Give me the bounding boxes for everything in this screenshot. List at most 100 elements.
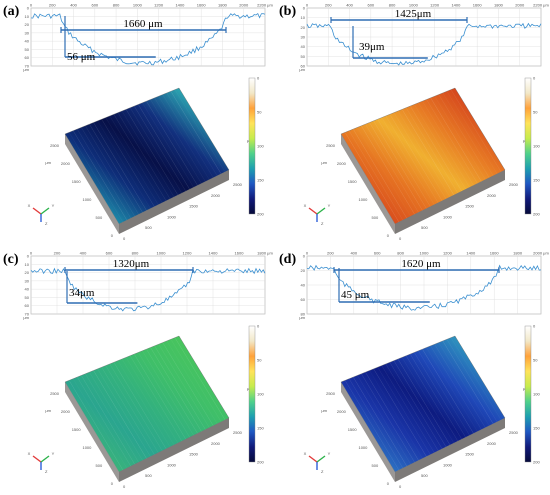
colorbar-tick-label: 50	[533, 110, 538, 115]
x-tick-label: 600	[91, 3, 98, 8]
surface-3d-view: 0500100015002000250005001000150020002500…	[321, 76, 540, 242]
triad-axis-x	[308, 207, 318, 215]
slab-side-front	[119, 170, 229, 234]
surface-3d-view: 0500100015002000250005001000150020002500…	[45, 76, 264, 242]
colorbar-tick-label: 100	[533, 392, 540, 397]
surface-tick-label: 500	[145, 225, 152, 230]
x-tick-label: 400	[70, 3, 77, 8]
triad-axis-y	[316, 207, 326, 215]
surface-texture-line	[89, 124, 143, 213]
colorbar-tick-label: 150	[257, 426, 264, 431]
surface-texture-line	[134, 105, 186, 192]
width-label: 1620 μm	[401, 258, 441, 270]
surface-texture-line	[174, 89, 226, 173]
colorbar-tick-label: 200	[257, 212, 264, 217]
surface-texture-line	[154, 97, 206, 182]
surface-unit-label: μm	[45, 408, 51, 413]
surface-texture-line	[389, 114, 443, 201]
surface-tick-label: 1500	[348, 427, 358, 432]
slab-top-surface	[64, 87, 230, 225]
surface-tick-label: 2500	[509, 430, 519, 435]
x-tick-label: 800	[132, 251, 139, 256]
surface-tick-label: 0	[387, 481, 390, 486]
surface-tick-label: 500	[96, 215, 103, 220]
surface-tick-label: 0	[111, 233, 114, 238]
measurement-annotation: 1620 μm 45 μm	[333, 258, 500, 303]
profile-line	[306, 264, 542, 311]
x-tick-label: 1200	[154, 3, 164, 8]
surface-texture-line	[344, 380, 400, 471]
x-tick-label: 2200 μm	[533, 3, 549, 8]
surface-texture-line	[166, 340, 218, 424]
profile-plot-area	[30, 255, 266, 315]
surface-texture-line	[438, 94, 490, 178]
x-tick-label: 1600	[490, 251, 500, 256]
x-tick-label: 1400	[466, 251, 476, 256]
surface-texture-line	[438, 342, 490, 426]
surface-tick-label: 0	[387, 233, 390, 238]
triad-axis-x	[32, 455, 42, 463]
surface-texture-line	[170, 91, 222, 174]
surface-tick-label: 2000	[487, 193, 497, 198]
surface-tick-label: 2500	[509, 182, 519, 187]
axis-triad: X Y Z	[304, 203, 331, 226]
colorbar-tick-label: 200	[533, 460, 540, 465]
x-tick-label: 400	[80, 251, 87, 256]
surface-texture-line	[422, 101, 474, 186]
surface-texture-line	[117, 112, 171, 200]
y-tick-label: 0	[303, 6, 306, 11]
surface-texture-line	[357, 127, 411, 217]
surface-texture-line	[369, 370, 423, 459]
surface-texture-line	[426, 347, 478, 432]
x-tick-label: 1800 μm	[257, 251, 273, 256]
surface-texture-line	[381, 117, 435, 205]
y-tick-label: 0	[27, 6, 30, 11]
panel-graphic: 0 200 400 600 800 1000 1200 1400 1600 1800 μm0102…	[23, 251, 273, 490]
surface-texture-line	[446, 91, 498, 174]
surface-texture-line	[401, 109, 455, 196]
x-tick-label: 800	[389, 3, 396, 8]
surface-texture-line	[418, 350, 470, 436]
surface-texture-line	[361, 373, 415, 463]
slab-side-left	[341, 134, 395, 234]
x-tick-label: 1400	[451, 3, 461, 8]
surface-texture-line	[158, 344, 210, 428]
surface-tick-label: 2000	[61, 161, 71, 166]
surface-tick-label: 0	[399, 484, 402, 489]
triad-label-y: Y	[328, 203, 331, 208]
y-unit-label: μm	[299, 67, 305, 72]
y-tick-label: 20	[301, 25, 306, 30]
surface-texture-line	[414, 352, 466, 438]
width-label: 1660 μm	[123, 18, 163, 30]
surface-texture-line	[138, 352, 190, 438]
depth-label: 39μm	[359, 41, 385, 53]
x-tick-label: 1800	[218, 3, 228, 8]
surface-texture-line	[430, 97, 482, 182]
x-tick-label: 1000	[133, 3, 143, 8]
x-tick-label: 1800	[513, 251, 523, 256]
colorbar-tick-label: 150	[257, 178, 264, 183]
y-unit-label: μm	[299, 315, 305, 320]
panel-a: (a) 0 200 400 600 800 1000 1200 1400 1600 1800 200…	[3, 2, 274, 242]
surface-texture-line	[134, 353, 186, 440]
slab-top-surface	[340, 335, 506, 473]
panel-d: (d) 0 200 400 600 800 1000 1200 1400 1600 1800 200…	[279, 250, 550, 490]
surface-tick-label: 1000	[358, 445, 368, 450]
surface-tick-label: 2000	[211, 441, 221, 446]
surface-texture-line	[373, 368, 427, 457]
slab-side-front	[119, 418, 229, 482]
surface-texture-line	[170, 339, 222, 422]
y-tick-label: 30	[301, 35, 306, 40]
surface-texture-line	[138, 104, 190, 190]
triad-label-z: Z	[45, 469, 48, 474]
surface-texture-line	[101, 367, 155, 455]
surface-tick-label: 500	[145, 473, 152, 478]
surface-texture-line	[401, 357, 455, 444]
slab-side-left	[341, 382, 395, 482]
slab-top-surface	[64, 335, 230, 473]
x-tick-label: 0	[306, 251, 309, 256]
surface-texture-line	[77, 376, 131, 467]
profile-line	[30, 267, 266, 312]
y-tick-label: 50	[301, 54, 306, 59]
surface-texture-line	[426, 99, 478, 184]
